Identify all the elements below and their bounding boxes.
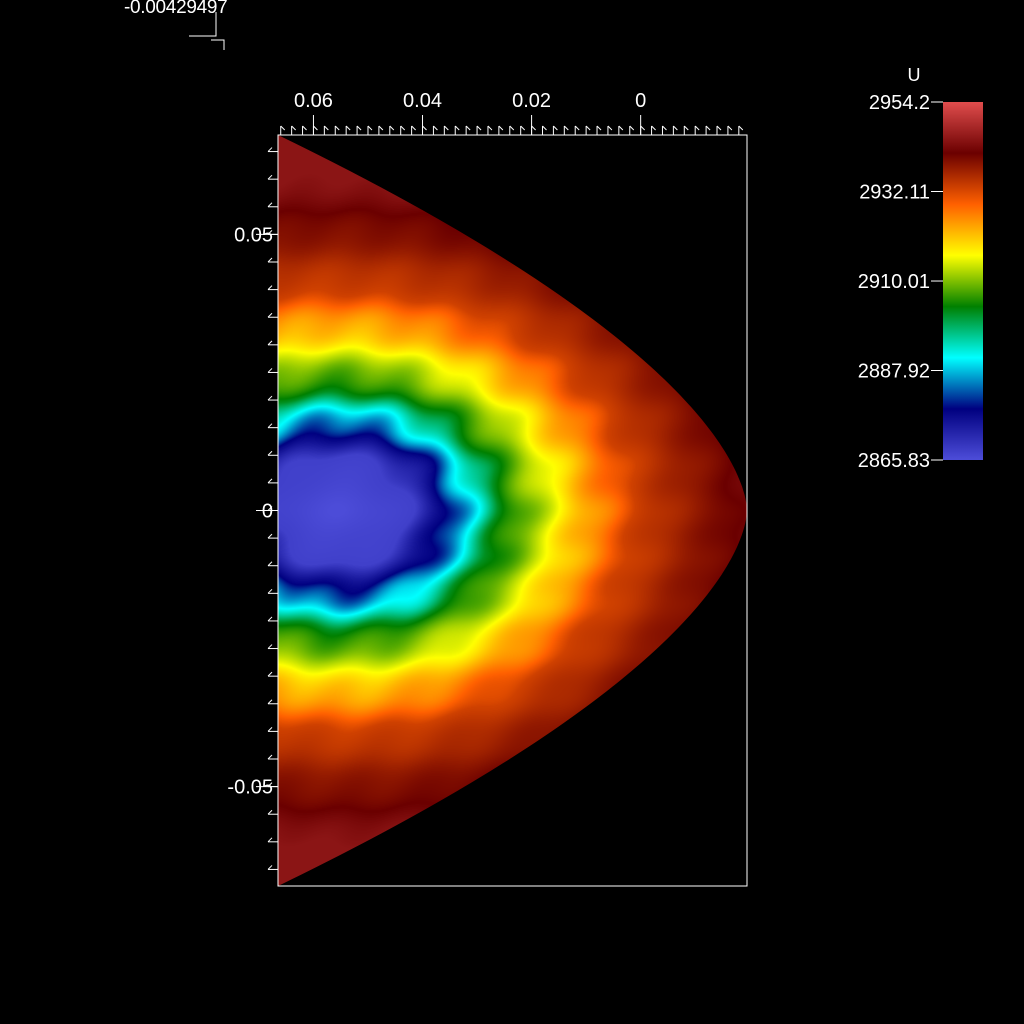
x-minor-tick-mark xyxy=(324,125,329,131)
colorbar: U 2954.2 2932.11 2910.01 2887.92 2865.83 xyxy=(858,65,983,472)
y-minor-tick-mark xyxy=(267,230,273,235)
x-minor-tick-mark xyxy=(345,125,351,131)
x-minor-tick-mark xyxy=(411,125,416,131)
x-minor-tick-mark xyxy=(673,125,678,131)
x-minor-tick-mark xyxy=(280,125,286,131)
y-minor-tick-mark xyxy=(267,257,273,263)
colorbar-gradient xyxy=(943,102,983,460)
x-minor-tick-mark xyxy=(334,125,340,131)
y-minor-tick-mark xyxy=(267,809,273,815)
x-minor-tick-mark xyxy=(727,125,733,131)
colorbar-tick-label: 2887.92 xyxy=(858,361,930,383)
y-tick-label: 0.05 xyxy=(234,224,273,246)
x-minor-tick-mark xyxy=(542,125,547,131)
y-minor-tick-mark xyxy=(267,616,273,622)
x-minor-tick-mark xyxy=(705,125,711,131)
y-minor-tick-mark xyxy=(267,865,273,870)
x-minor-tick-mark xyxy=(498,125,504,131)
x-minor-tick-mark xyxy=(487,125,493,131)
y-minor-tick-mark xyxy=(267,147,273,152)
x-minor-tick-mark xyxy=(662,125,667,131)
x-minor-tick-mark xyxy=(291,125,296,131)
x-minor-tick-mark xyxy=(302,125,307,131)
x-axis: 0.06 0.04 0.02 0 xyxy=(280,90,744,135)
x-minor-tick-mark xyxy=(683,125,689,131)
y-tick-label: -0.05 xyxy=(227,777,273,799)
x-minor-tick-mark xyxy=(640,125,646,131)
colorbar-tick-label: 2910.01 xyxy=(858,271,930,293)
y-minor-tick-mark xyxy=(267,644,273,649)
x-minor-tick-mark xyxy=(465,125,471,131)
x-minor-tick-mark xyxy=(738,125,744,131)
y-minor-tick-mark xyxy=(267,837,273,843)
x-minor-tick-mark xyxy=(520,125,526,131)
x-minor-tick-mark xyxy=(618,125,624,131)
y-minor-tick-mark xyxy=(267,202,273,208)
x-minor-tick-mark xyxy=(574,125,580,131)
x-minor-tick-mark xyxy=(585,125,591,131)
colorbar-tick-label: 2954.2 xyxy=(869,92,930,114)
x-minor-tick-mark xyxy=(629,125,635,131)
x-minor-tick-mark xyxy=(454,125,460,131)
x-minor-tick-mark xyxy=(694,125,700,131)
y-minor-tick-mark xyxy=(267,423,273,429)
x-minor-tick-mark xyxy=(651,125,656,131)
scalar-field xyxy=(278,135,747,886)
x-tick-label: 0.02 xyxy=(512,90,551,112)
x-minor-tick-mark xyxy=(313,125,318,131)
x-minor-tick-mark xyxy=(509,125,515,131)
x-minor-tick-mark xyxy=(433,125,438,131)
x-minor-tick-mark xyxy=(563,125,569,131)
x-minor-tick-mark xyxy=(389,125,395,131)
y-axis: 0.05 0 -0.05 xyxy=(227,147,278,870)
y-minor-tick-mark xyxy=(267,782,273,787)
x-minor-tick-mark xyxy=(596,125,602,131)
x-minor-tick-mark xyxy=(531,125,536,131)
y-minor-tick-mark xyxy=(267,727,273,732)
y-minor-tick-mark xyxy=(267,395,273,401)
x-minor-tick-mark xyxy=(422,125,427,131)
corner-readout: -0.00429497 xyxy=(124,0,228,18)
x-tick-label: 0.06 xyxy=(294,90,333,112)
y-minor-tick-mark xyxy=(267,368,273,373)
x-minor-tick-mark xyxy=(476,125,482,131)
x-minor-tick-mark xyxy=(400,125,406,131)
y-minor-tick-mark xyxy=(267,450,273,456)
y-minor-tick-mark xyxy=(267,533,273,539)
y-minor-tick-mark xyxy=(267,340,273,346)
orientation-marker-b xyxy=(211,39,225,50)
y-minor-tick-mark xyxy=(267,671,273,677)
x-minor-tick-mark xyxy=(716,125,722,131)
y-tick-label: 0 xyxy=(262,501,273,523)
x-minor-tick-mark xyxy=(443,125,449,131)
colorbar-title: U xyxy=(908,65,921,85)
y-minor-tick-mark xyxy=(267,478,273,484)
x-minor-tick-mark xyxy=(378,125,384,131)
orientation-marker-a xyxy=(189,12,217,37)
y-minor-tick-mark xyxy=(267,285,273,290)
x-minor-tick-mark xyxy=(356,125,362,131)
x-minor-tick-mark xyxy=(367,125,373,131)
x-tick-label: 0.04 xyxy=(403,90,442,112)
x-tick-label: 0 xyxy=(635,90,646,112)
x-minor-tick-mark xyxy=(553,125,558,131)
y-minor-tick-mark xyxy=(267,174,273,180)
x-minor-tick-mark xyxy=(607,125,613,131)
y-minor-tick-mark xyxy=(267,312,273,318)
y-minor-tick-mark xyxy=(267,754,273,760)
field-raster xyxy=(278,135,747,886)
y-minor-tick-mark xyxy=(267,506,273,511)
y-minor-tick-mark xyxy=(267,588,273,594)
colorbar-tick-label: 2932.11 xyxy=(859,181,930,203)
y-minor-tick-mark xyxy=(267,699,273,705)
y-minor-tick-mark xyxy=(267,561,273,567)
colorbar-tick-label: 2865.83 xyxy=(858,450,930,472)
